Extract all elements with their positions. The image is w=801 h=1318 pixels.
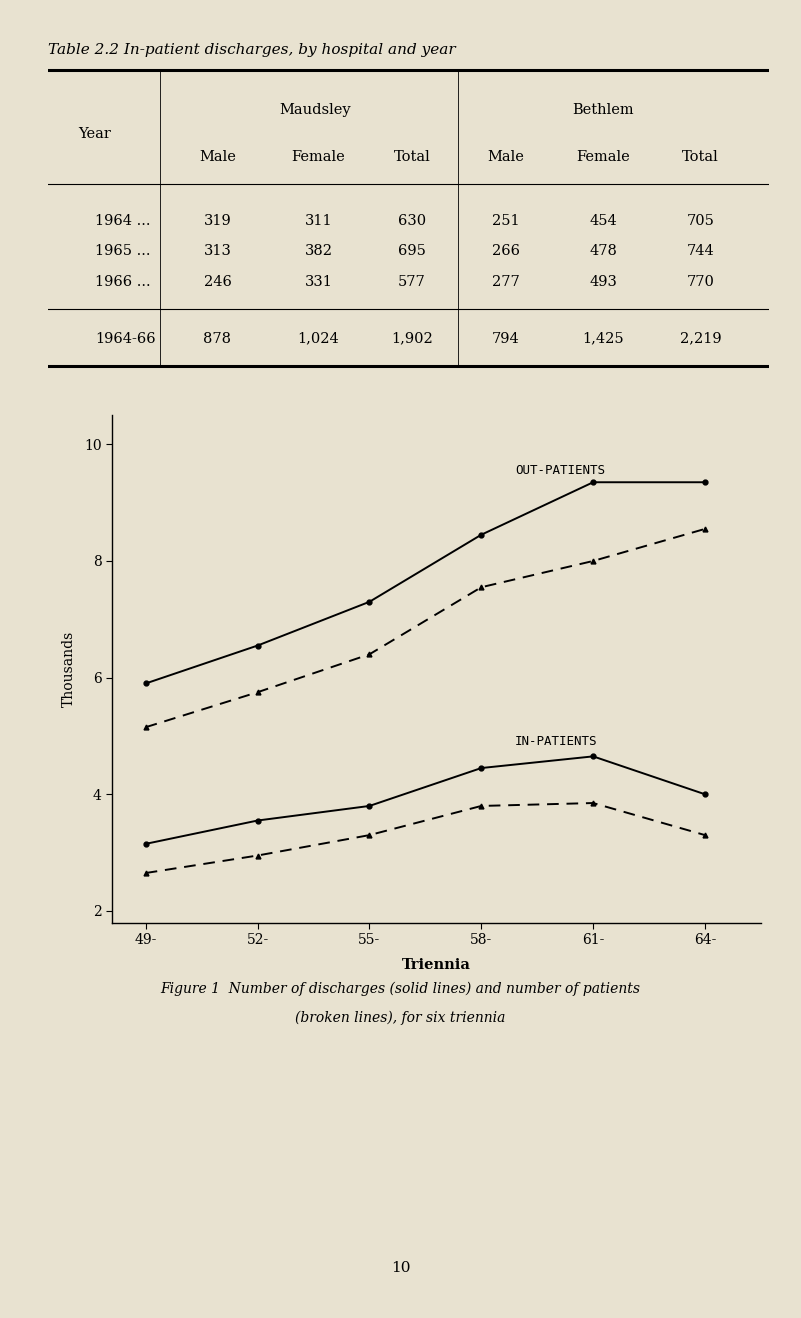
Text: 1,425: 1,425	[582, 332, 624, 345]
Text: Maudsley: Maudsley	[279, 103, 351, 117]
X-axis label: Triennia: Triennia	[402, 958, 471, 973]
Text: Bethlem: Bethlem	[573, 103, 634, 117]
Text: 878: 878	[203, 332, 231, 345]
Text: 770: 770	[686, 274, 714, 289]
Text: 10: 10	[391, 1261, 410, 1275]
Text: 313: 313	[203, 244, 231, 258]
Text: 277: 277	[492, 274, 520, 289]
Text: (broken lines), for six triennia: (broken lines), for six triennia	[296, 1011, 505, 1025]
Text: 246: 246	[203, 274, 231, 289]
Text: 744: 744	[686, 244, 714, 258]
Text: 251: 251	[492, 214, 520, 228]
Text: Figure 1  Number of discharges (solid lines) and number of patients: Figure 1 Number of discharges (solid lin…	[160, 982, 641, 996]
Text: 705: 705	[686, 214, 714, 228]
Text: Table 2.2 In-patient discharges, by hospital and year: Table 2.2 In-patient discharges, by hosp…	[48, 43, 456, 57]
Text: 454: 454	[590, 214, 617, 228]
Text: 1,902: 1,902	[391, 332, 433, 345]
Text: 478: 478	[590, 244, 617, 258]
Text: 1964-66: 1964-66	[95, 332, 155, 345]
Text: 331: 331	[304, 274, 332, 289]
Text: 311: 311	[304, 214, 332, 228]
Text: 695: 695	[398, 244, 426, 258]
Text: Male: Male	[199, 150, 236, 165]
Text: IN-PATIENTS: IN-PATIENTS	[515, 735, 598, 749]
Text: 1964 ...: 1964 ...	[95, 214, 151, 228]
Text: 1,024: 1,024	[297, 332, 340, 345]
Text: 382: 382	[304, 244, 332, 258]
Text: 577: 577	[398, 274, 426, 289]
Text: Female: Female	[576, 150, 630, 165]
Text: Male: Male	[487, 150, 525, 165]
Text: OUT-PATIENTS: OUT-PATIENTS	[515, 464, 605, 477]
Text: 2,219: 2,219	[680, 332, 721, 345]
Text: Total: Total	[394, 150, 430, 165]
Y-axis label: Thousands: Thousands	[62, 631, 76, 706]
Text: Female: Female	[292, 150, 345, 165]
Text: 493: 493	[590, 274, 617, 289]
Text: 319: 319	[203, 214, 231, 228]
Text: 794: 794	[492, 332, 520, 345]
Text: Year: Year	[78, 127, 111, 141]
Text: Total: Total	[682, 150, 718, 165]
Text: 1966 ...: 1966 ...	[95, 274, 151, 289]
Text: 266: 266	[492, 244, 520, 258]
Text: 630: 630	[398, 214, 426, 228]
Text: 1965 ...: 1965 ...	[95, 244, 151, 258]
